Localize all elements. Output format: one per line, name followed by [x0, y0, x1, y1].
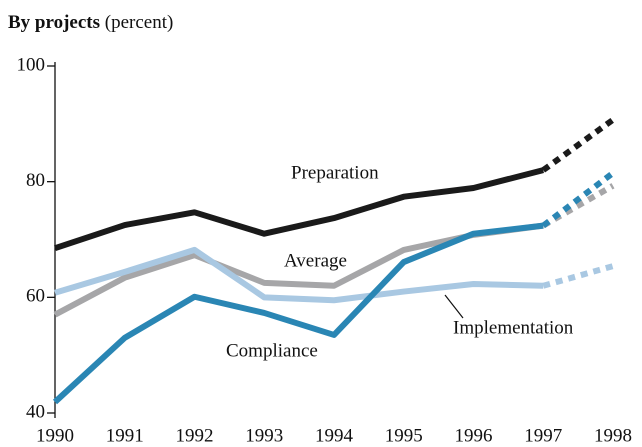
x-tick-label: 1998 [594, 425, 632, 446]
series-line-projection [541, 183, 615, 229]
series-label: Preparation [291, 162, 379, 183]
x-tick-label: 1995 [385, 425, 423, 446]
y-tick-label: 80 [26, 170, 45, 191]
unit-label: (percent) [105, 12, 174, 33]
series-line [52, 222, 544, 405]
y-tick-label: 40 [26, 401, 45, 422]
x-tick-label: 1992 [176, 425, 214, 446]
y-tick-label: 100 [17, 54, 46, 75]
title: By projects [8, 12, 100, 33]
x-tick-label: 1993 [245, 425, 283, 446]
series-line [54, 167, 544, 252]
series-line-projection [541, 170, 615, 229]
series-line-projection [541, 117, 615, 173]
x-tick-label: 1996 [455, 425, 493, 446]
leader-line [444, 294, 464, 319]
series-label: Compliance [226, 340, 318, 361]
chart-title: By projects (percent) [8, 12, 173, 33]
series-label: Implementation [453, 317, 574, 338]
x-tick-label: 1994 [315, 425, 354, 446]
series-line [54, 246, 544, 304]
series-label: Average [284, 250, 347, 271]
series-line-projection [542, 263, 614, 289]
x-tick-label: 1990 [36, 425, 74, 446]
y-tick-label: 60 [26, 286, 45, 307]
x-tick-label: 1997 [524, 425, 562, 446]
x-tick-label: 1991 [106, 425, 144, 446]
